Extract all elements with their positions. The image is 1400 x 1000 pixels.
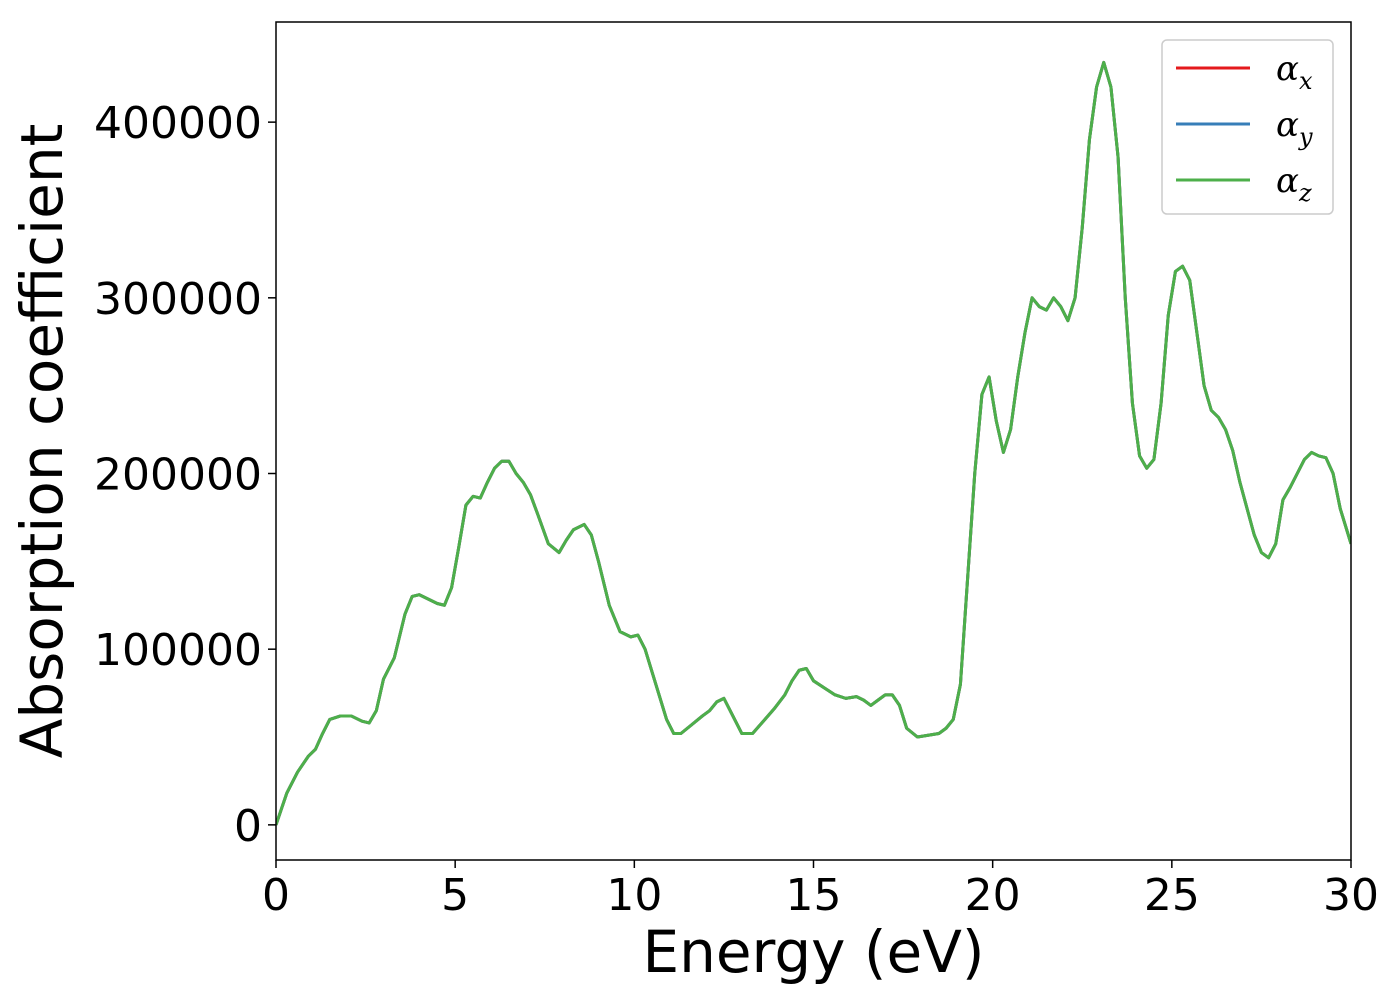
x-tick-label: 30 (1323, 870, 1379, 921)
legend-entry: αy (1276, 105, 1313, 151)
legend-entry: αz (1276, 161, 1312, 207)
legend: αx αy αz (1161, 39, 1334, 215)
legend-entry: αx (1276, 49, 1313, 95)
y-tick-label: 0 (234, 801, 262, 852)
x-tick-label: 20 (965, 870, 1021, 921)
x-tick-label: 5 (441, 870, 469, 921)
x-tick-label: 15 (786, 870, 842, 921)
x-tick-label: 0 (262, 870, 290, 921)
y-axis-label: Absorption coefficient (8, 124, 76, 759)
x-axis-label: Energy (eV) (642, 918, 984, 986)
y-tick-label: 100000 (94, 625, 262, 676)
y-tick-label: 300000 (94, 274, 262, 325)
legend-box (1161, 39, 1334, 215)
y-tick-label: 200000 (94, 450, 262, 501)
ticks-layer: 0 5 10 15 20 25 30 0 100000 200000 300000 400000 (94, 98, 1379, 921)
x-tick-label: 10 (606, 870, 662, 921)
series-layer (276, 60, 1351, 826)
y-tick-label: 400000 (94, 98, 262, 149)
x-tick-label: 25 (1144, 870, 1200, 921)
series-line-2 (276, 60, 1351, 826)
